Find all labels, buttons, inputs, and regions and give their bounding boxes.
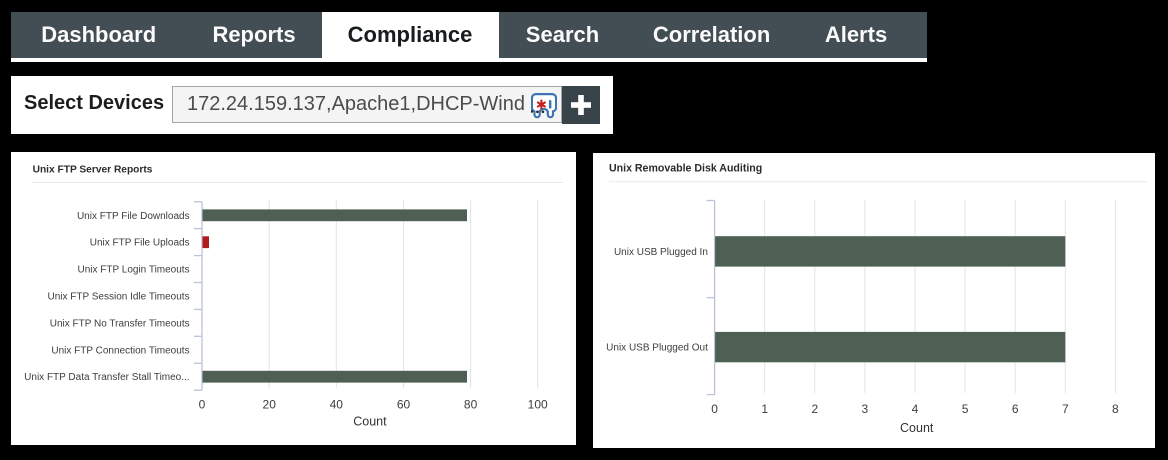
svg-text:Count: Count [353,415,387,429]
svg-text:5: 5 [962,402,969,416]
svg-text:Unix FTP No Transfer Timeouts: Unix FTP No Transfer Timeouts [50,319,190,330]
svg-text:Unix FTP File Uploads: Unix FTP File Uploads [90,238,190,249]
svg-text:3: 3 [862,402,869,416]
svg-text:2: 2 [811,402,818,416]
svg-text:Unix FTP Server Reports: Unix FTP Server Reports [33,165,153,176]
svg-text:Unix FTP Data Transfer Stall T: Unix FTP Data Transfer Stall Timeo... [24,372,189,383]
svg-text:Count: Count [900,421,934,435]
svg-text:40: 40 [330,398,344,412]
svg-text:100: 100 [528,398,548,412]
svg-text:Unix FTP Session Idle Timeouts: Unix FTP Session Idle Timeouts [47,292,189,303]
svg-text:20: 20 [263,398,277,412]
svg-text:0: 0 [199,398,206,412]
svg-text:4: 4 [912,402,919,416]
svg-text:0: 0 [711,402,718,416]
svg-text:Unix USB Plugged In: Unix USB Plugged In [614,247,708,258]
svg-text:60: 60 [397,398,411,412]
svg-text:Unix Removable Disk Auditing: Unix Removable Disk Auditing [609,163,762,175]
svg-text:Unix FTP Connection Timeouts: Unix FTP Connection Timeouts [51,345,189,356]
svg-text:80: 80 [464,398,478,412]
svg-text:7: 7 [1062,402,1069,416]
svg-text:1: 1 [761,402,768,416]
svg-text:8: 8 [1112,402,1119,416]
svg-text:6: 6 [1012,402,1019,416]
svg-text:Unix USB Plugged Out: Unix USB Plugged Out [606,343,708,354]
svg-text:Unix FTP Login Timeouts: Unix FTP Login Timeouts [78,265,190,276]
svg-text:Unix FTP File Downloads: Unix FTP File Downloads [77,211,190,222]
